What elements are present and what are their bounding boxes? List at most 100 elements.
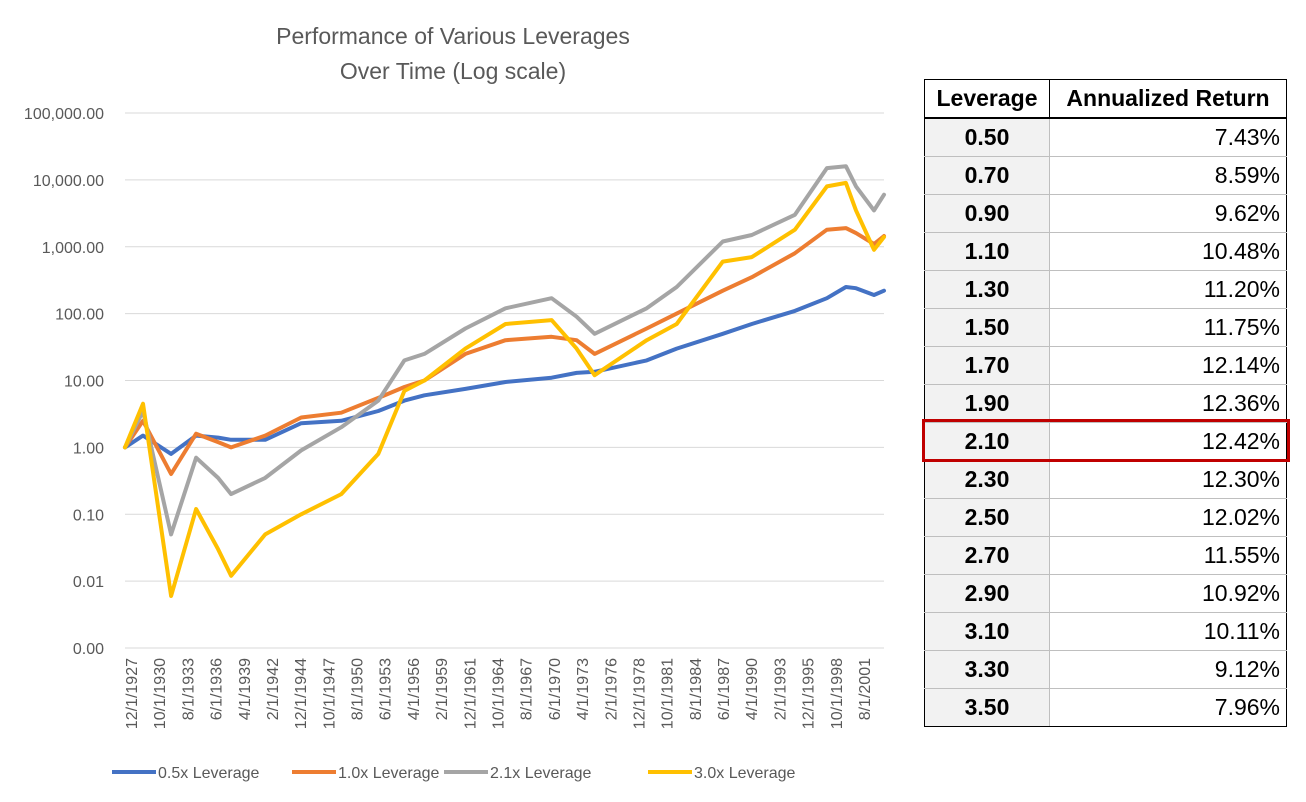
table-row: 1.10 10.48% xyxy=(924,232,1287,271)
leverage-cell: 2.70 xyxy=(924,536,1050,575)
x-tick-label: 4/1/1939 xyxy=(237,658,254,720)
series-line-1 xyxy=(123,226,886,476)
y-tick-label: 100.00 xyxy=(55,307,104,324)
leverage-cell: 3.10 xyxy=(924,612,1050,651)
return-cell: 12.14% xyxy=(1049,346,1287,385)
chart-area: Performance of Various Leverages Over Tim… xyxy=(24,23,886,782)
leverage-cell: 2.10 xyxy=(924,422,1050,461)
series-line-0 xyxy=(123,285,886,456)
leverage-cell: 2.30 xyxy=(924,460,1050,499)
x-tick-label: 12/1/1944 xyxy=(293,658,310,729)
leverage-cell: 2.90 xyxy=(924,574,1050,613)
legend-label: 1.0x Leverage xyxy=(338,765,440,782)
x-tick-label: 10/1/1981 xyxy=(660,658,677,729)
return-cell: 9.12% xyxy=(1049,650,1287,689)
leverage-table-container: Leverage Annualized Return 0.50 7.43% 0.70… xyxy=(924,79,1287,727)
x-tick-label: 10/1/1930 xyxy=(152,658,169,729)
table-row: 3.50 7.96% xyxy=(924,688,1287,727)
x-tick-label: 2/1/1976 xyxy=(603,658,620,720)
leverage-cell: 1.90 xyxy=(924,384,1050,423)
chart-title-line: Over Time (Log scale) xyxy=(340,58,566,84)
series-line-2 xyxy=(123,164,886,537)
line-chart: Performance of Various Leverages Over Tim… xyxy=(24,23,886,782)
return-cell: 7.96% xyxy=(1049,688,1287,727)
legend-label: 3.0x Leverage xyxy=(694,765,796,782)
return-cell: 10.92% xyxy=(1049,574,1287,613)
y-tick-label: 0.00 xyxy=(73,641,104,658)
table-row: 3.30 9.12% xyxy=(924,650,1287,689)
x-tick-label: 8/1/2001 xyxy=(857,658,874,720)
return-cell: 9.62% xyxy=(1049,194,1287,233)
table-row: 0.90 9.62% xyxy=(924,194,1287,233)
table-row: 1.50 11.75% xyxy=(924,308,1287,347)
leverage-cell: 0.90 xyxy=(924,194,1050,233)
leverage-return-table: Leverage Annualized Return 0.50 7.43% 0.70… xyxy=(924,79,1287,727)
table-row: 2.90 10.92% xyxy=(924,574,1287,613)
header-leverage: Leverage xyxy=(924,79,1050,119)
table-row: 3.10 10.11% xyxy=(924,612,1287,651)
x-tick-label: 8/1/1950 xyxy=(350,658,367,720)
leverage-cell: 1.50 xyxy=(924,308,1050,347)
header-annualized-return: Annualized Return xyxy=(1049,79,1287,119)
return-cell: 12.42% xyxy=(1049,422,1287,461)
table-row: 1.70 12.14% xyxy=(924,346,1287,385)
x-tick-label: 6/1/1953 xyxy=(378,658,395,720)
return-cell: 10.11% xyxy=(1049,612,1287,651)
return-cell: 10.48% xyxy=(1049,232,1287,271)
return-cell: 12.30% xyxy=(1049,460,1287,499)
legend-label: 2.1x Leverage xyxy=(490,765,592,782)
y-tick-label: 0.01 xyxy=(73,574,104,591)
x-tick-label: 12/1/1995 xyxy=(801,658,818,729)
x-tick-label: 4/1/1973 xyxy=(575,658,592,720)
x-tick-label: 12/1/1978 xyxy=(631,658,648,729)
x-tick-label: 2/1/1993 xyxy=(772,658,789,720)
table-header-row: Leverage Annualized Return xyxy=(924,79,1287,119)
table-row: 2.10 12.42% xyxy=(924,422,1287,461)
y-tick-label: 1,000.00 xyxy=(42,240,104,257)
x-tick-label: 2/1/1959 xyxy=(434,658,451,720)
leverage-cell: 1.10 xyxy=(924,232,1050,271)
leverage-cell: 1.30 xyxy=(924,270,1050,309)
legend-label: 0.5x Leverage xyxy=(158,765,260,782)
x-tick-label: 10/1/1998 xyxy=(829,658,846,729)
x-tick-label: 6/1/1936 xyxy=(209,658,226,720)
x-tick-label: 10/1/1964 xyxy=(491,658,508,729)
table-row: 2.70 11.55% xyxy=(924,536,1287,575)
table-row: 1.30 11.20% xyxy=(924,270,1287,309)
x-tick-label: 4/1/1990 xyxy=(744,658,761,720)
series-line-3 xyxy=(123,180,886,598)
leverage-cell: 0.50 xyxy=(924,117,1050,157)
x-tick-label: 8/1/1933 xyxy=(180,658,197,720)
y-tick-label: 10,000.00 xyxy=(33,173,104,190)
return-cell: 8.59% xyxy=(1049,156,1287,195)
y-tick-label: 100,000.00 xyxy=(24,106,104,123)
table-row: 2.30 12.30% xyxy=(924,460,1287,499)
table-row: 0.50 7.43% xyxy=(924,117,1287,157)
x-tick-label: 12/1/1927 xyxy=(124,658,141,729)
x-tick-label: 6/1/1970 xyxy=(547,658,564,720)
chart-title-line: Performance of Various Leverages xyxy=(276,23,630,49)
leverage-cell: 3.30 xyxy=(924,650,1050,689)
return-cell: 11.20% xyxy=(1049,270,1287,309)
return-cell: 7.43% xyxy=(1049,117,1287,157)
table-body: 0.50 7.43% 0.70 8.59% 0.90 9.62% 1.10 10.48% 1.3… xyxy=(924,117,1287,727)
y-tick-label: 10.00 xyxy=(64,374,104,391)
x-tick-label: 8/1/1967 xyxy=(519,658,536,720)
table-row: 1.90 12.36% xyxy=(924,384,1287,423)
table-row: 2.50 12.02% xyxy=(924,498,1287,537)
leverage-cell: 0.70 xyxy=(924,156,1050,195)
x-tick-label: 10/1/1947 xyxy=(321,658,338,729)
table-row: 0.70 8.59% xyxy=(924,156,1287,195)
leverage-cell: 2.50 xyxy=(924,498,1050,537)
return-cell: 12.02% xyxy=(1049,498,1287,537)
return-cell: 12.36% xyxy=(1049,384,1287,423)
x-tick-label: 4/1/1956 xyxy=(406,658,423,720)
return-cell: 11.75% xyxy=(1049,308,1287,347)
x-tick-label: 12/1/1961 xyxy=(462,658,479,729)
x-tick-label: 2/1/1942 xyxy=(265,658,282,720)
y-tick-label: 0.10 xyxy=(73,507,104,524)
leverage-cell: 3.50 xyxy=(924,688,1050,727)
y-tick-label: 1.00 xyxy=(73,440,104,457)
x-tick-label: 8/1/1984 xyxy=(688,658,705,720)
leverage-cell: 1.70 xyxy=(924,346,1050,385)
